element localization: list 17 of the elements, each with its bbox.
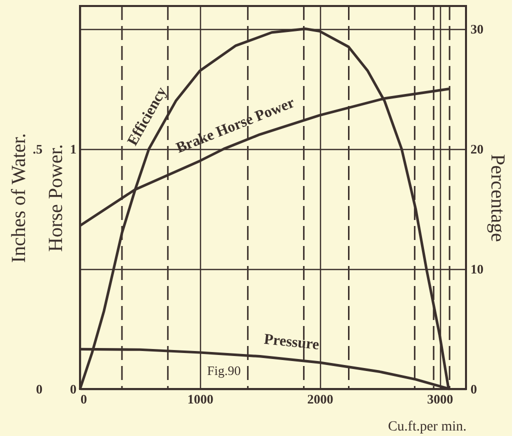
text: Pressure <box>263 332 320 354</box>
y3-tick-label: .5 <box>32 141 43 156</box>
x-tick-label: 3000 <box>427 392 454 406</box>
y2-tick-label: 20 <box>470 141 484 156</box>
y-axis-title: Horse Power. <box>45 144 67 252</box>
y2-tick-label: 10 <box>470 261 484 276</box>
x-tick-label: 2000 <box>307 392 334 406</box>
x-axis-title: Cu.ft.per min. <box>388 420 466 434</box>
annotation: Fig.90 <box>207 363 241 378</box>
y2-tick-label: 0 <box>470 382 477 396</box>
y2-tick-label: 30 <box>470 21 484 36</box>
x-tick-label: 0 <box>80 392 87 406</box>
y3-axis-title: Inches of Water. <box>8 133 30 263</box>
y2-axis-title: Percentage <box>486 154 508 242</box>
y-tick-label: 1 <box>70 141 76 156</box>
y3-tick-label: 0 <box>36 382 42 396</box>
x-tick-label: 1000 <box>187 392 214 406</box>
